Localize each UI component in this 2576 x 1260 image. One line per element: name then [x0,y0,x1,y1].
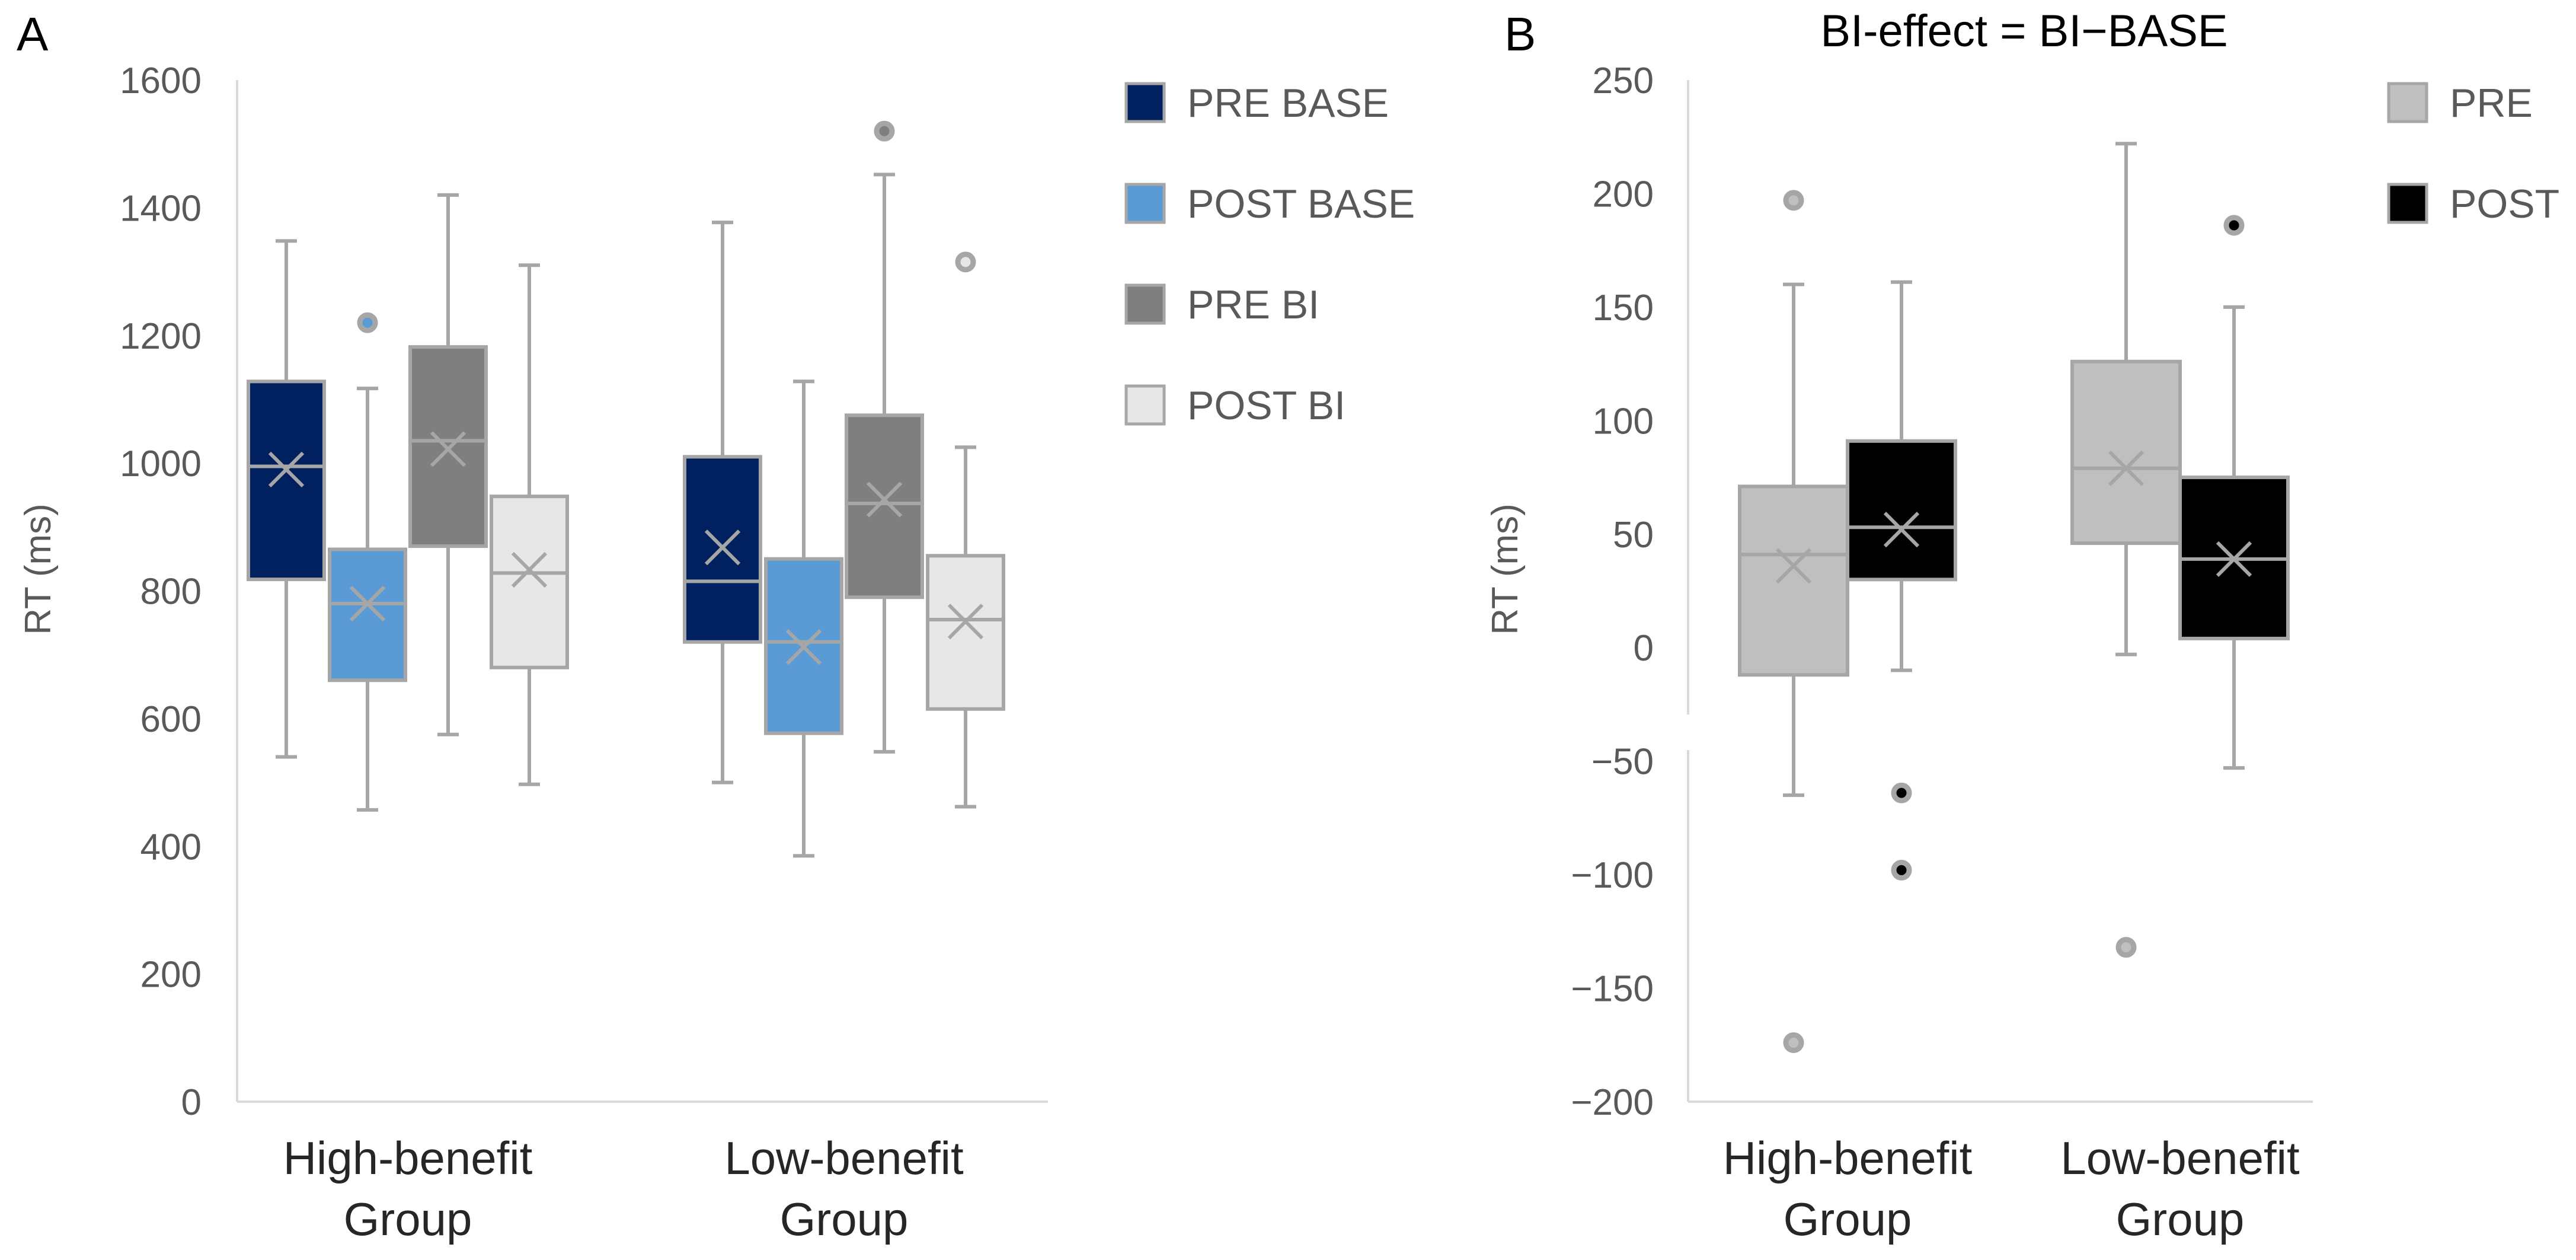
panel-a-label: A [17,8,49,60]
panel-a-y-tick-label: 1600 [120,60,202,101]
iqr-box [845,413,924,599]
outlier-point [357,312,378,333]
panel-a-category-label: Group [344,1193,472,1245]
mean-marker [511,551,548,588]
panel-b-y-tick-label: −100 [1571,855,1654,896]
outlier-point [874,120,895,142]
panel-a-y-tick-label: 1000 [120,444,202,484]
panel-b-axis-break [1683,714,1693,751]
panel-b-category-label: Low-benefit [2060,1132,2300,1184]
outlier-point [2223,215,2245,236]
panel-a-category-label: Group [780,1193,909,1245]
panel-a-legend-swatch-pre-bi [1124,283,1166,325]
panel-a-y-axis-label: RT (ms) [18,503,59,635]
panel-b-legend-swatch-pre [2387,82,2428,123]
panel-a-box-post-base [328,312,407,812]
panel-b-title: BI-effect = BI−BASE [1820,6,2227,56]
mean-marker [430,431,466,467]
panel-b-y-axis-label: RT (ms) [1485,503,1526,635]
panel-a-y-tick-label: 800 [140,572,202,613]
mean-marker [947,604,984,640]
panel-b-y-tick-label: 250 [1593,60,1654,101]
mean-marker [2216,541,2252,578]
panel-a-box-pre-bi [408,193,488,736]
mean-marker [1883,511,1920,548]
panel-a-legend-swatch-post-base [1124,183,1166,224]
iqr-box [328,547,407,682]
mean-marker [2108,450,2144,486]
outlier-point [2115,937,2137,958]
panel-a-y-tick-label: 1200 [120,316,202,357]
panel-a-legend-label-pre-base: PRE BASE [1187,81,1389,126]
panel-a-category-label: Low-benefit [724,1132,964,1184]
iqr-box [926,554,1005,711]
panel-a-y-tick-label: 1400 [120,188,202,229]
mean-marker [349,585,386,622]
outlier-point [1891,782,1912,803]
panel-b-box-post [2178,215,2290,770]
panel-a-box-post-base [764,379,843,858]
panel-b-legend-label-pre: PRE [2450,81,2533,126]
panel-a-legend-label-post-base: POST BASE [1187,181,1415,227]
panel-b-label: B [1504,8,1536,60]
panel-b-y-tick-label: 50 [1613,515,1654,556]
panel-a-box-post-bi [490,263,569,786]
panel-b-y-tick-label: −200 [1571,1082,1654,1123]
panel-a-category-label: High-benefit [283,1132,533,1184]
mean-marker [1775,548,1812,584]
panel-b-legend-label-post: POST [2450,181,2559,227]
outlier-point [1891,859,1912,881]
panel-b-plot: −200 −150 −100 −50 0 50 100 150 200 250 High-benef… [1571,60,2559,1245]
panel-a-y-tick-label: 600 [140,699,202,740]
panel-a-y-tick-label: 400 [140,827,202,867]
panel-b-y-tick-label: −50 [1591,742,1654,783]
panel-b-y-tick-label: 150 [1593,288,1654,328]
panel-a-legend-label-pre-bi: PRE BI [1187,282,1319,327]
mean-marker [785,629,822,665]
outlier-point [1783,1032,1804,1053]
iqr-box [1738,484,1849,677]
outlier-point [955,251,976,273]
panel-b-y-tick-label: 0 [1634,628,1654,669]
iqr-box [2070,359,2182,546]
panel-a-box-pre-base [247,239,326,759]
iqr-box [490,495,569,669]
panel-b-category-label: Group [2116,1193,2245,1245]
panel-b-y-tick-label: 200 [1593,174,1654,215]
panel-b-box-pre [1738,190,1849,1053]
panel-b-category-label: High-benefit [1723,1132,1973,1184]
panel-b-y-tick-label: −150 [1571,969,1654,1010]
panel-a-box-pre-base [683,221,762,784]
outlier-point [1783,190,1804,211]
iqr-box [247,379,326,582]
panel-a-legend-swatch-post-bi [1124,384,1166,426]
panel-b-category-label: Group [1784,1193,1912,1245]
iqr-box [1846,439,1957,582]
mean-marker [704,529,741,566]
panel-a-y-tick-label: 0 [181,1082,202,1123]
panel-b-box-pre [2070,142,2182,958]
panel-b-y-tick-label: 100 [1593,401,1654,442]
panel-a-box-post-bi [926,251,1005,809]
panel-a-legend-swatch-pre-base [1124,82,1166,123]
iqr-box [408,345,488,548]
panel-a-legend-label-post-bi: POST BI [1187,383,1345,428]
panel-b-box-post [1846,280,1957,881]
panel-a-y-tick-label: 200 [140,955,202,996]
panel-b-legend-swatch-post [2387,183,2428,224]
mean-marker [268,451,305,488]
panel-a-box-pre-bi [845,120,924,754]
panel-a-plot: 0 200 400 600 800 1000 1200 1400 1600 High-benefi… [120,60,1415,1245]
mean-marker [866,481,903,518]
